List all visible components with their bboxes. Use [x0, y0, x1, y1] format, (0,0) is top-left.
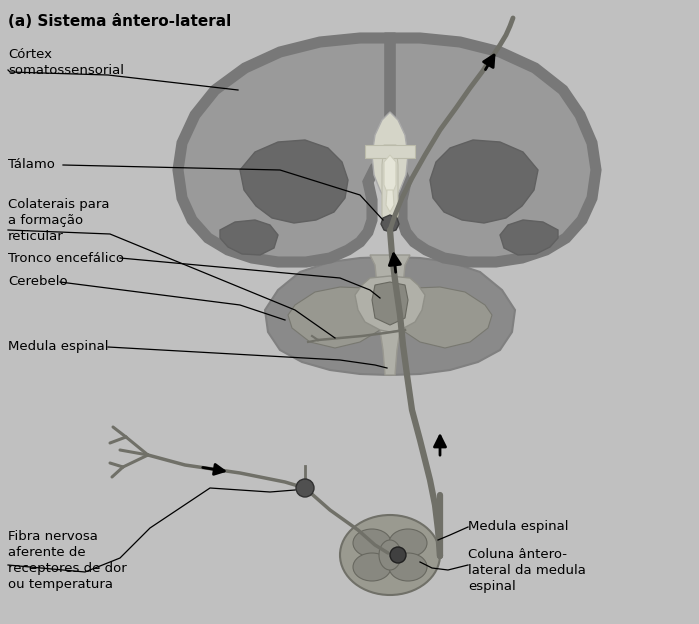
- Polygon shape: [265, 257, 515, 375]
- Polygon shape: [381, 215, 399, 232]
- Polygon shape: [500, 220, 558, 255]
- Text: Tronco encefálico: Tronco encefálico: [8, 252, 124, 265]
- Text: Córtex
somatossensorial: Córtex somatossensorial: [8, 48, 124, 77]
- Polygon shape: [430, 140, 538, 223]
- Text: Tálamo: Tálamo: [8, 158, 55, 171]
- Text: Medula espinal: Medula espinal: [468, 520, 568, 533]
- Polygon shape: [372, 112, 408, 205]
- Text: Cerebelo: Cerebelo: [8, 275, 68, 288]
- Polygon shape: [384, 155, 396, 192]
- Text: Fibra nervosa
aferente de
receptores de dor
ou temperatura: Fibra nervosa aferente de receptores de …: [8, 530, 127, 591]
- Polygon shape: [240, 140, 348, 223]
- Text: Medula espinal: Medula espinal: [8, 340, 108, 353]
- Ellipse shape: [340, 515, 440, 595]
- Text: (a) Sistema ântero-lateral: (a) Sistema ântero-lateral: [8, 14, 231, 29]
- Polygon shape: [355, 276, 425, 332]
- Polygon shape: [390, 38, 596, 262]
- Ellipse shape: [379, 540, 401, 570]
- Polygon shape: [178, 38, 390, 262]
- Polygon shape: [220, 220, 278, 255]
- Polygon shape: [370, 255, 410, 375]
- Polygon shape: [382, 145, 398, 222]
- Ellipse shape: [389, 553, 427, 581]
- Ellipse shape: [353, 529, 391, 557]
- Polygon shape: [288, 287, 388, 348]
- Text: Coluna ântero-
lateral da medula
espinal: Coluna ântero- lateral da medula espinal: [468, 548, 586, 593]
- Polygon shape: [372, 282, 408, 325]
- Polygon shape: [392, 287, 492, 348]
- Circle shape: [390, 547, 406, 563]
- Circle shape: [296, 479, 314, 497]
- Polygon shape: [386, 190, 394, 212]
- Text: Colaterais para
a formação
reticular: Colaterais para a formação reticular: [8, 198, 110, 243]
- Ellipse shape: [353, 553, 391, 581]
- Polygon shape: [365, 145, 415, 158]
- Ellipse shape: [389, 529, 427, 557]
